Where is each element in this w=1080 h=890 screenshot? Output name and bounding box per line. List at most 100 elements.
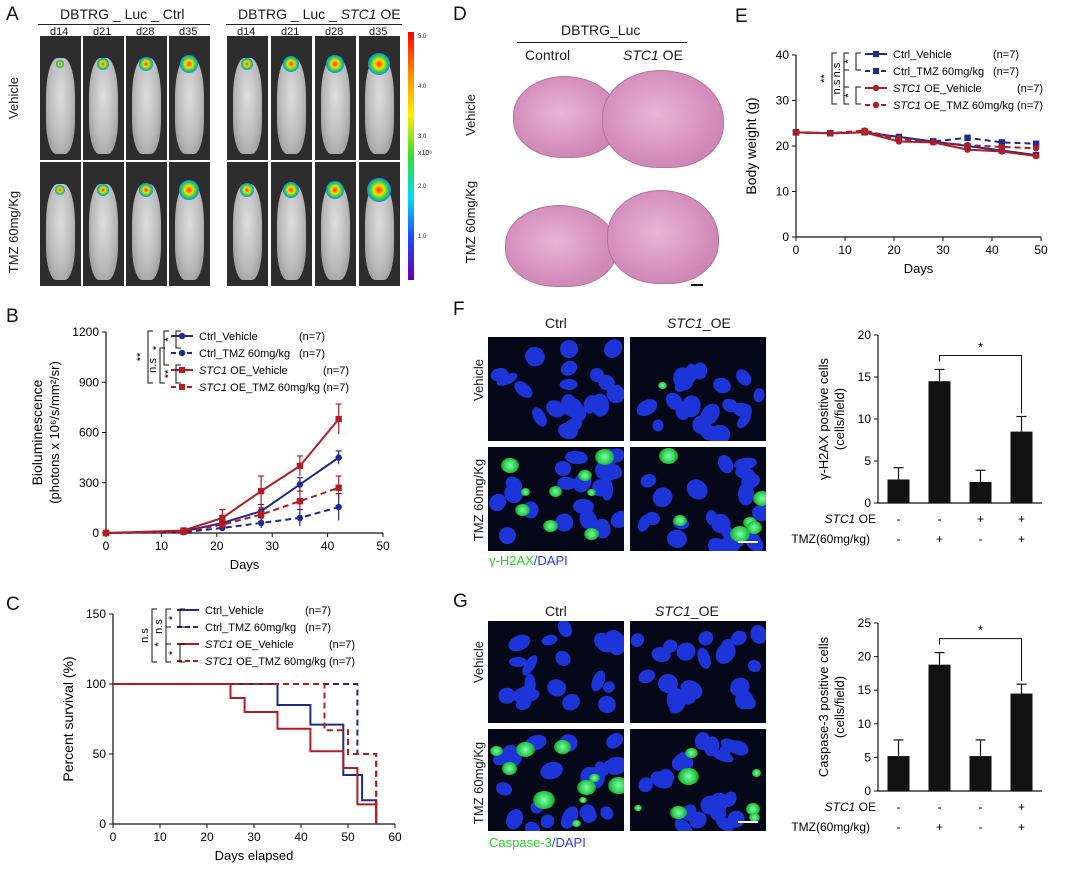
- data-point: [335, 503, 342, 511]
- x-tick-label: 0: [793, 243, 800, 257]
- legend-marker: [873, 68, 879, 74]
- legend-label: STC1 OE_TMZ 60mg/kg: [893, 100, 1014, 112]
- nucleus: [541, 633, 559, 648]
- mouse-body: [132, 184, 161, 280]
- mouse-image: [40, 36, 81, 160]
- mouse-image: [83, 162, 124, 286]
- positive-signal: [578, 469, 593, 482]
- significance-bracket: [179, 643, 185, 663]
- series-line: [113, 683, 378, 824]
- nucleus: [652, 419, 664, 432]
- nucleus: [737, 482, 754, 507]
- row-tmz-value: -: [897, 820, 901, 834]
- y-tick-label: 0: [864, 496, 871, 510]
- data-point: [998, 143, 1005, 151]
- panel-c: C 0 10 20 30 40 50 60 0 50 100 150 Days elapsed Perc…: [0, 588, 440, 885]
- luminescence-signal: [283, 56, 299, 72]
- micrograph-ctrl-tmz-f: [488, 447, 624, 551]
- group-rule-oe: [226, 24, 402, 25]
- row-label-tmz: TMZ(60mg/kg): [791, 820, 870, 834]
- legend-n: (n=7): [299, 331, 325, 343]
- positive-signal: [587, 489, 597, 497]
- y-tick-label: 10: [858, 412, 872, 426]
- significance-bracket: [855, 86, 861, 105]
- significance-bracket: [151, 608, 157, 663]
- nucleus: [682, 474, 713, 505]
- mouse-image: [126, 36, 167, 160]
- mouse-image: [227, 36, 268, 160]
- col-label-ctrl-f: Ctrl: [545, 315, 567, 331]
- bioluminescence-chart: 0 10 20 30 40 50 0 300 600 900 1200 Days Bioluminesc…: [29, 325, 390, 572]
- y-tick-label: 50: [93, 747, 107, 761]
- y-tick-label: 0: [782, 230, 789, 244]
- day-label: d28: [325, 26, 344, 38]
- positive-signal: [745, 803, 761, 815]
- positive-signal: [578, 796, 588, 804]
- legend-label-rest: OE_Vehicle: [233, 639, 294, 651]
- positive-signal: [751, 769, 762, 777]
- bar: [887, 756, 910, 791]
- legend-n: (n=7): [329, 639, 355, 651]
- legend-marker: [872, 84, 880, 92]
- positive-signal: [657, 381, 668, 390]
- data-point: [296, 514, 304, 522]
- mouse-image: [40, 162, 81, 286]
- nucleus: [649, 483, 677, 511]
- significance-mark: n.s: [153, 619, 165, 634]
- positive-signal: [658, 448, 678, 464]
- y-tick-label: 10: [776, 185, 790, 199]
- scale-bar-d: [691, 284, 703, 286]
- row-tmz-value: +: [1018, 820, 1025, 834]
- y-tick-label: 15: [858, 370, 872, 384]
- x-tick-label: 40: [321, 539, 335, 553]
- group-label-oe-gene: STC1: [340, 6, 377, 22]
- nucleus: [603, 758, 623, 773]
- bar: [887, 479, 910, 503]
- mouse-image: [271, 36, 312, 160]
- positive-signal: [749, 813, 760, 822]
- bar: [969, 482, 992, 503]
- row-stc1-value: +: [977, 512, 984, 526]
- significance-bracket: [175, 330, 181, 349]
- nucleus: [557, 338, 580, 361]
- legend-label-gene: STC1: [205, 639, 233, 651]
- x-axis-label: Days elapsed: [215, 848, 294, 863]
- nucleus: [557, 803, 582, 831]
- mouse-body: [46, 184, 75, 280]
- significance-bracket: [939, 638, 1022, 682]
- nucleus: [539, 812, 557, 831]
- nucleus: [666, 688, 686, 712]
- x-tick-label: 20: [887, 243, 901, 257]
- x-tick-label: 40: [294, 830, 308, 844]
- positive-signal: [584, 527, 600, 540]
- group-label-oe-suffix: OE: [376, 6, 401, 22]
- legend-marker: [872, 101, 880, 109]
- panel-d-title: DBTRG_Luc: [561, 22, 641, 38]
- nucleus: [604, 729, 624, 752]
- significance-mark: n.s: [831, 62, 843, 77]
- significance-bracket: [159, 347, 165, 384]
- row-label-stc1: STC1 OE: [825, 800, 876, 814]
- micrograph-ctrl-vehicle-f: [488, 337, 624, 441]
- y-axis-label: Body weight (g): [743, 97, 759, 194]
- row-tmz-value: +: [936, 820, 943, 834]
- legend-marker: [179, 384, 185, 390]
- data-point: [335, 484, 342, 491]
- data-point: [998, 139, 1005, 146]
- nucleus: [538, 759, 566, 782]
- positive-signal: [577, 780, 596, 796]
- col-label-oe-g: STC1_OE: [655, 603, 719, 619]
- significance-mark: *: [843, 93, 855, 98]
- mouse-body: [233, 58, 262, 154]
- data-point: [219, 514, 226, 522]
- nucleus: [715, 452, 737, 477]
- significance-bracket: [939, 354, 1022, 414]
- row-stc1-value: -: [938, 512, 942, 526]
- data-point: [998, 148, 1005, 155]
- x-tick-label: 30: [936, 243, 950, 257]
- legend-label: STC1 OE_TMZ 60mg/kg: [205, 656, 326, 668]
- bar: [928, 381, 951, 503]
- positive-signal: [514, 504, 531, 517]
- nucleus: [639, 471, 659, 490]
- scale-tick: 3.0: [418, 134, 427, 140]
